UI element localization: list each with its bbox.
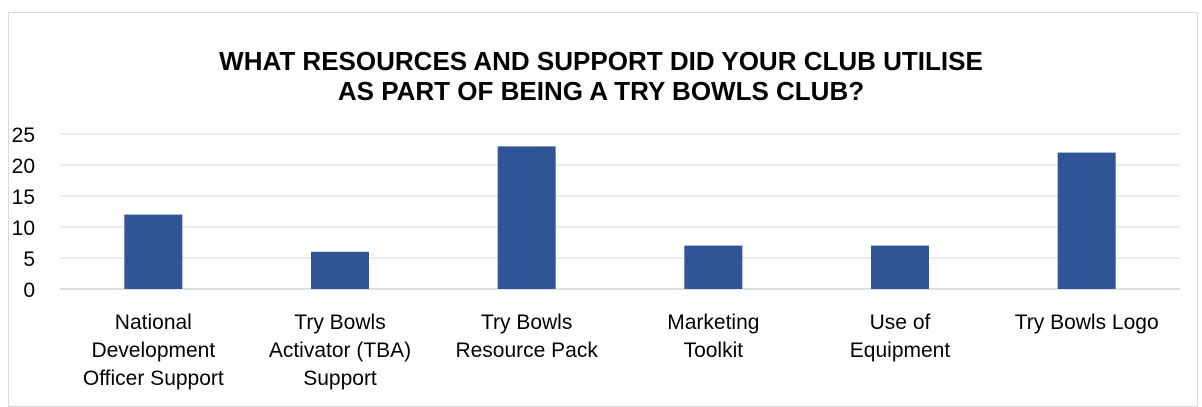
x-tick-label: Resource Pack	[455, 339, 598, 362]
x-tick-label: Use of	[870, 311, 931, 334]
x-tick-label: Try Bowls	[481, 311, 572, 334]
chart-title-line-2: AS PART OF BEING A TRY BOWLS CLUB?	[337, 76, 865, 106]
x-tick-label: Toolkit	[684, 339, 744, 362]
x-tick-label: Equipment	[850, 339, 951, 362]
y-tick-label: 20	[12, 155, 35, 178]
bar	[1057, 152, 1116, 289]
x-tick-label: Activator (TBA)	[269, 339, 411, 362]
chart-title-line-1: WHAT RESOURCES AND SUPPORT DID YOUR CLUB…	[219, 46, 983, 76]
x-tick-label: Development	[91, 339, 215, 362]
y-tick-label: 5	[23, 248, 35, 271]
x-tick-label: National	[115, 311, 192, 334]
x-tick-label: Try Bowls	[294, 311, 385, 334]
bar	[311, 251, 369, 289]
y-tick-label: 15	[12, 186, 35, 209]
x-tick-label: Try Bowls Logo	[1015, 311, 1159, 334]
y-tick-label: 10	[12, 217, 35, 240]
chart-frame	[8, 12, 1198, 407]
x-tick-label: Support	[303, 367, 377, 390]
y-tick-label: 25	[12, 124, 35, 147]
bar	[497, 146, 556, 289]
bar	[684, 245, 743, 289]
x-tick-label: Marketing	[667, 311, 759, 334]
x-tick-label: Officer Support	[83, 367, 224, 390]
bar	[124, 214, 183, 289]
y-tick-label: 0	[23, 279, 35, 302]
bar	[871, 245, 929, 289]
chart-title: WHAT RESOURCES AND SUPPORT DID YOUR CLUB…	[0, 46, 1202, 106]
